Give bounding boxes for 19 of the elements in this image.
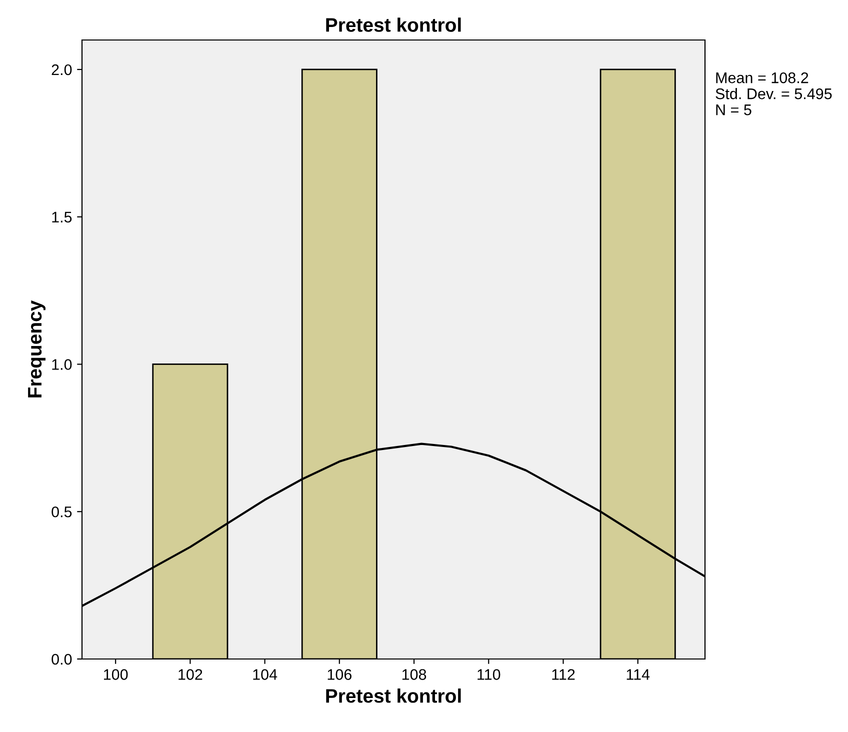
- x-tick-label: 112: [552, 669, 575, 680]
- text: Std. Dev. = 5.495: [716, 88, 832, 100]
- x-tick-label: 102: [178, 669, 202, 680]
- y-tick-label: 1.5: [52, 212, 72, 223]
- chart-title: Pretest kontrol: [326, 18, 461, 32]
- x-tick-label: 114: [626, 669, 650, 680]
- text: Mean = 108.2: [716, 72, 808, 84]
- y-axis-title: Frequency: [28, 300, 46, 398]
- x-tick-label: 104: [253, 669, 278, 680]
- x-tick-label: 110: [478, 669, 500, 680]
- y-tick-label: 2.0: [52, 64, 72, 76]
- x-tick-label: 108: [402, 669, 426, 680]
- y-tick-label: 0.5: [52, 506, 72, 518]
- x-tick-label: 100: [104, 669, 128, 680]
- text: N = 5: [716, 104, 752, 116]
- y-tick-label: 0.0: [52, 654, 72, 665]
- x-axis-title: Pretest kontrol: [326, 688, 461, 703]
- x-tick-label: 106: [328, 669, 352, 680]
- y-tick-label: 1.0: [52, 359, 72, 370]
